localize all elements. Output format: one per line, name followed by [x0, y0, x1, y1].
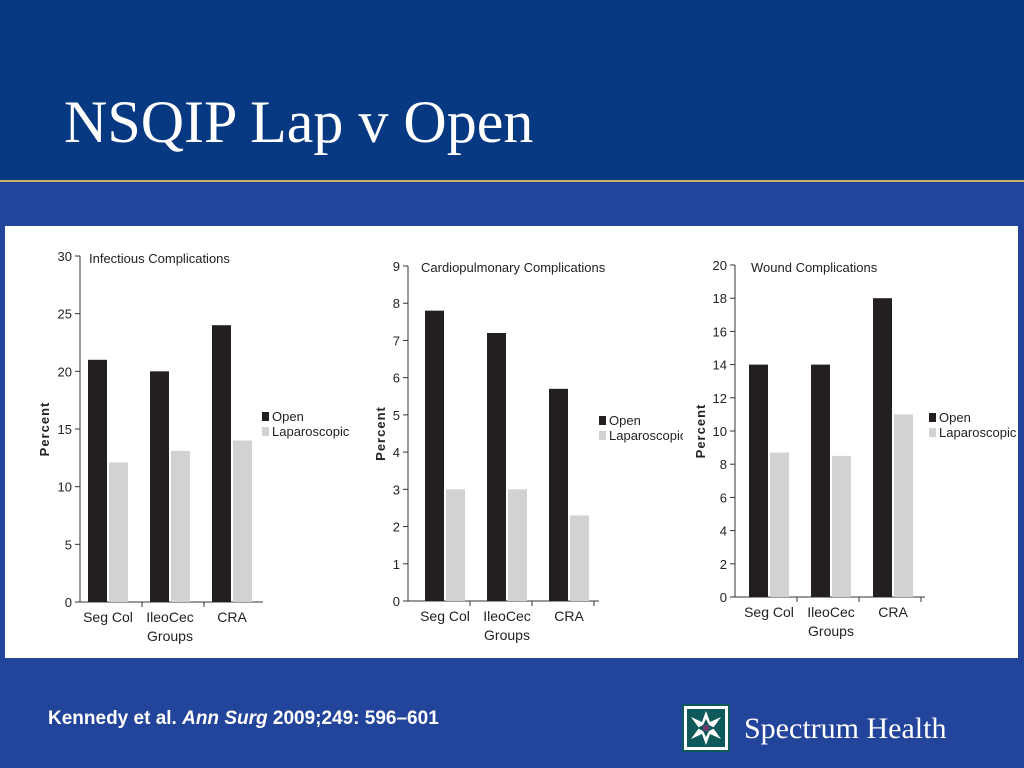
- header-divider: [0, 180, 1024, 182]
- brand-name: Spectrum Health: [744, 712, 947, 745]
- x-tick-label: IleoCec: [146, 609, 193, 625]
- y-tick-label: 2: [393, 520, 400, 535]
- legend-label: Laparoscopic: [272, 424, 350, 439]
- legend-swatch: [599, 416, 606, 425]
- y-axis-label: Percent: [37, 402, 52, 457]
- x-tick-label: CRA: [878, 604, 908, 620]
- legend-label: Open: [272, 409, 304, 424]
- legend-swatch: [599, 431, 606, 440]
- bar-laparoscopic-cra: [233, 440, 252, 602]
- y-tick-label: 12: [713, 391, 727, 406]
- y-tick-label: 14: [713, 358, 727, 373]
- y-tick-label: 2: [720, 557, 727, 572]
- citation: Kennedy et al. Ann Surg 2009;249: 596–60…: [48, 708, 439, 730]
- slide-header: NSQIP Lap v Open: [0, 0, 1024, 180]
- y-tick-label: 4: [393, 445, 400, 460]
- y-tick-label: 6: [393, 371, 400, 386]
- x-tick-label: Seg Col: [420, 608, 470, 624]
- chart-panel: 0 5 10 15 20 25 30 Infectious Complications Perc…: [5, 226, 1018, 658]
- y-tick-label: 20: [713, 258, 727, 273]
- bar-open-cra: [873, 298, 892, 597]
- y-tick-label: 10: [58, 480, 72, 495]
- chart-title: Wound Complications: [751, 260, 878, 275]
- star-quilt-logo-icon: [682, 704, 730, 752]
- bar-open-ileocec: [811, 364, 830, 597]
- chart-title: Cardiopulmonary Complications: [421, 260, 606, 275]
- y-tick-label: 30: [58, 249, 72, 264]
- y-tick-label: 5: [393, 408, 400, 423]
- y-tick-label: 9: [393, 259, 400, 274]
- bar-laparoscopic-seg-col: [446, 489, 465, 601]
- y-tick-label: 20: [58, 364, 72, 379]
- y-tick-label: 5: [65, 537, 72, 552]
- y-tick-label: 25: [58, 307, 72, 322]
- x-axis-label: Groups: [147, 628, 193, 644]
- citation-reference: 2009;249: 596–601: [272, 708, 439, 729]
- legend-swatch: [929, 413, 936, 422]
- y-axis-label: Percent: [373, 406, 388, 461]
- bar-laparoscopic-cra: [570, 515, 589, 601]
- y-tick-label: 1: [393, 557, 400, 572]
- y-tick-label: 0: [720, 590, 727, 605]
- bar-open-ileocec: [150, 371, 169, 602]
- y-tick-label: 18: [713, 291, 727, 306]
- bar-open-seg-col: [425, 310, 444, 601]
- bar-open-cra: [549, 388, 568, 601]
- bar-laparoscopic-ileocec: [832, 455, 851, 597]
- y-tick-label: 10: [713, 424, 727, 439]
- legend-label: Open: [939, 410, 971, 425]
- y-tick-label: 6: [720, 490, 727, 505]
- x-tick-label: CRA: [217, 609, 247, 625]
- legend-swatch: [262, 427, 269, 436]
- bar-laparoscopic-ileocec: [508, 489, 527, 601]
- bar-laparoscopic-seg-col: [770, 452, 789, 597]
- x-tick-label: IleoCec: [483, 608, 530, 624]
- y-axis-label: Percent: [693, 404, 708, 459]
- bar-open-seg-col: [88, 359, 107, 602]
- infectious-complications-chart: 0 5 10 15 20 25 30 Infectious Complications Perc…: [37, 249, 350, 644]
- x-axis-label: Groups: [484, 627, 530, 643]
- bar-open-cra: [212, 325, 231, 602]
- bar-laparoscopic-ileocec: [171, 450, 190, 602]
- y-tick-label: 7: [393, 333, 400, 348]
- x-axis-label: Groups: [808, 623, 854, 639]
- legend-label: Open: [609, 413, 641, 428]
- bar-laparoscopic-seg-col: [109, 462, 128, 602]
- legend-label: Laparoscopic: [939, 425, 1017, 440]
- chart-title: Infectious Complications: [89, 251, 230, 266]
- x-tick-label: CRA: [554, 608, 584, 624]
- x-tick-label: Seg Col: [744, 604, 794, 620]
- citation-authors: Kennedy et al.: [48, 708, 177, 729]
- wound-complications-chart: 0 2 4 6 8 10 12 14 16 18 20 Wound Complications Perc…: [693, 258, 1017, 639]
- bar-open-seg-col: [749, 364, 768, 597]
- cardiopulmonary-complications-chart: 0 1 2 3 4 5 6 7 8 9 Cardiopulmonary Complications P…: [373, 259, 683, 643]
- legend-label: Laparoscopic: [609, 428, 683, 443]
- y-tick-label: 4: [720, 524, 727, 539]
- y-tick-label: 3: [393, 482, 400, 497]
- y-tick-label: 15: [58, 422, 72, 437]
- y-tick-label: 8: [393, 296, 400, 311]
- bar-laparoscopic-cra: [894, 414, 913, 597]
- slide-title: NSQIP Lap v Open: [64, 89, 534, 155]
- citation-journal: Ann Surg: [182, 708, 268, 729]
- y-tick-label: 0: [65, 595, 72, 610]
- y-tick-label: 8: [720, 457, 727, 472]
- legend-swatch: [929, 428, 936, 437]
- bar-open-ileocec: [487, 333, 506, 601]
- y-tick-label: 0: [393, 594, 400, 609]
- x-tick-label: IleoCec: [807, 604, 854, 620]
- x-tick-label: Seg Col: [83, 609, 133, 625]
- legend-swatch: [262, 412, 269, 421]
- y-tick-label: 16: [713, 324, 727, 339]
